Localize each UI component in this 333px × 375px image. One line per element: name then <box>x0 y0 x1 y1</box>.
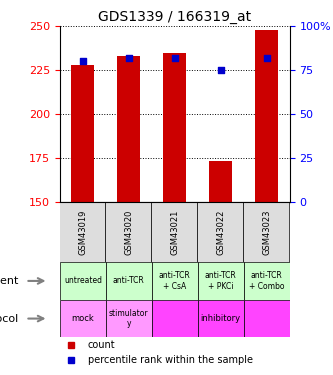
Text: GSM43022: GSM43022 <box>216 209 225 255</box>
FancyBboxPatch shape <box>243 202 289 262</box>
Text: anti-TCR
+ Combo: anti-TCR + Combo <box>249 271 284 291</box>
Bar <box>209 162 232 202</box>
Text: GSM43023: GSM43023 <box>262 209 271 255</box>
Bar <box>71 65 95 202</box>
FancyBboxPatch shape <box>59 202 105 262</box>
Bar <box>255 30 278 202</box>
Point <box>264 55 269 61</box>
Text: agent: agent <box>0 276 19 286</box>
FancyBboxPatch shape <box>60 262 106 300</box>
FancyBboxPatch shape <box>106 262 152 300</box>
Point <box>218 67 223 73</box>
Text: protocol: protocol <box>0 314 19 324</box>
Text: anti-TCR: anti-TCR <box>113 276 145 285</box>
Text: anti-TCR
+ CsA: anti-TCR + CsA <box>159 271 191 291</box>
Point <box>172 55 177 61</box>
FancyBboxPatch shape <box>244 300 290 338</box>
FancyBboxPatch shape <box>152 262 198 300</box>
FancyBboxPatch shape <box>244 262 290 300</box>
Point <box>126 55 132 61</box>
Text: percentile rank within the sample: percentile rank within the sample <box>88 355 252 365</box>
FancyBboxPatch shape <box>198 262 244 300</box>
Text: inhibitory: inhibitory <box>201 314 241 323</box>
FancyBboxPatch shape <box>198 300 244 338</box>
Text: GSM43019: GSM43019 <box>78 209 88 255</box>
FancyBboxPatch shape <box>151 202 197 262</box>
Text: GSM43020: GSM43020 <box>124 209 134 255</box>
Text: GSM43021: GSM43021 <box>170 209 179 255</box>
FancyBboxPatch shape <box>197 202 243 262</box>
FancyBboxPatch shape <box>152 300 198 338</box>
Point <box>80 58 86 64</box>
Text: untreated: untreated <box>64 276 102 285</box>
FancyBboxPatch shape <box>106 300 152 338</box>
Text: anti-TCR
+ PKCi: anti-TCR + PKCi <box>205 271 237 291</box>
Text: stimulator
y: stimulator y <box>109 309 149 328</box>
Text: count: count <box>88 340 115 350</box>
FancyBboxPatch shape <box>60 300 106 338</box>
FancyBboxPatch shape <box>105 202 151 262</box>
Title: GDS1339 / 166319_at: GDS1339 / 166319_at <box>98 10 251 24</box>
Bar <box>163 53 186 202</box>
Text: mock: mock <box>72 314 94 323</box>
Bar <box>117 56 141 202</box>
